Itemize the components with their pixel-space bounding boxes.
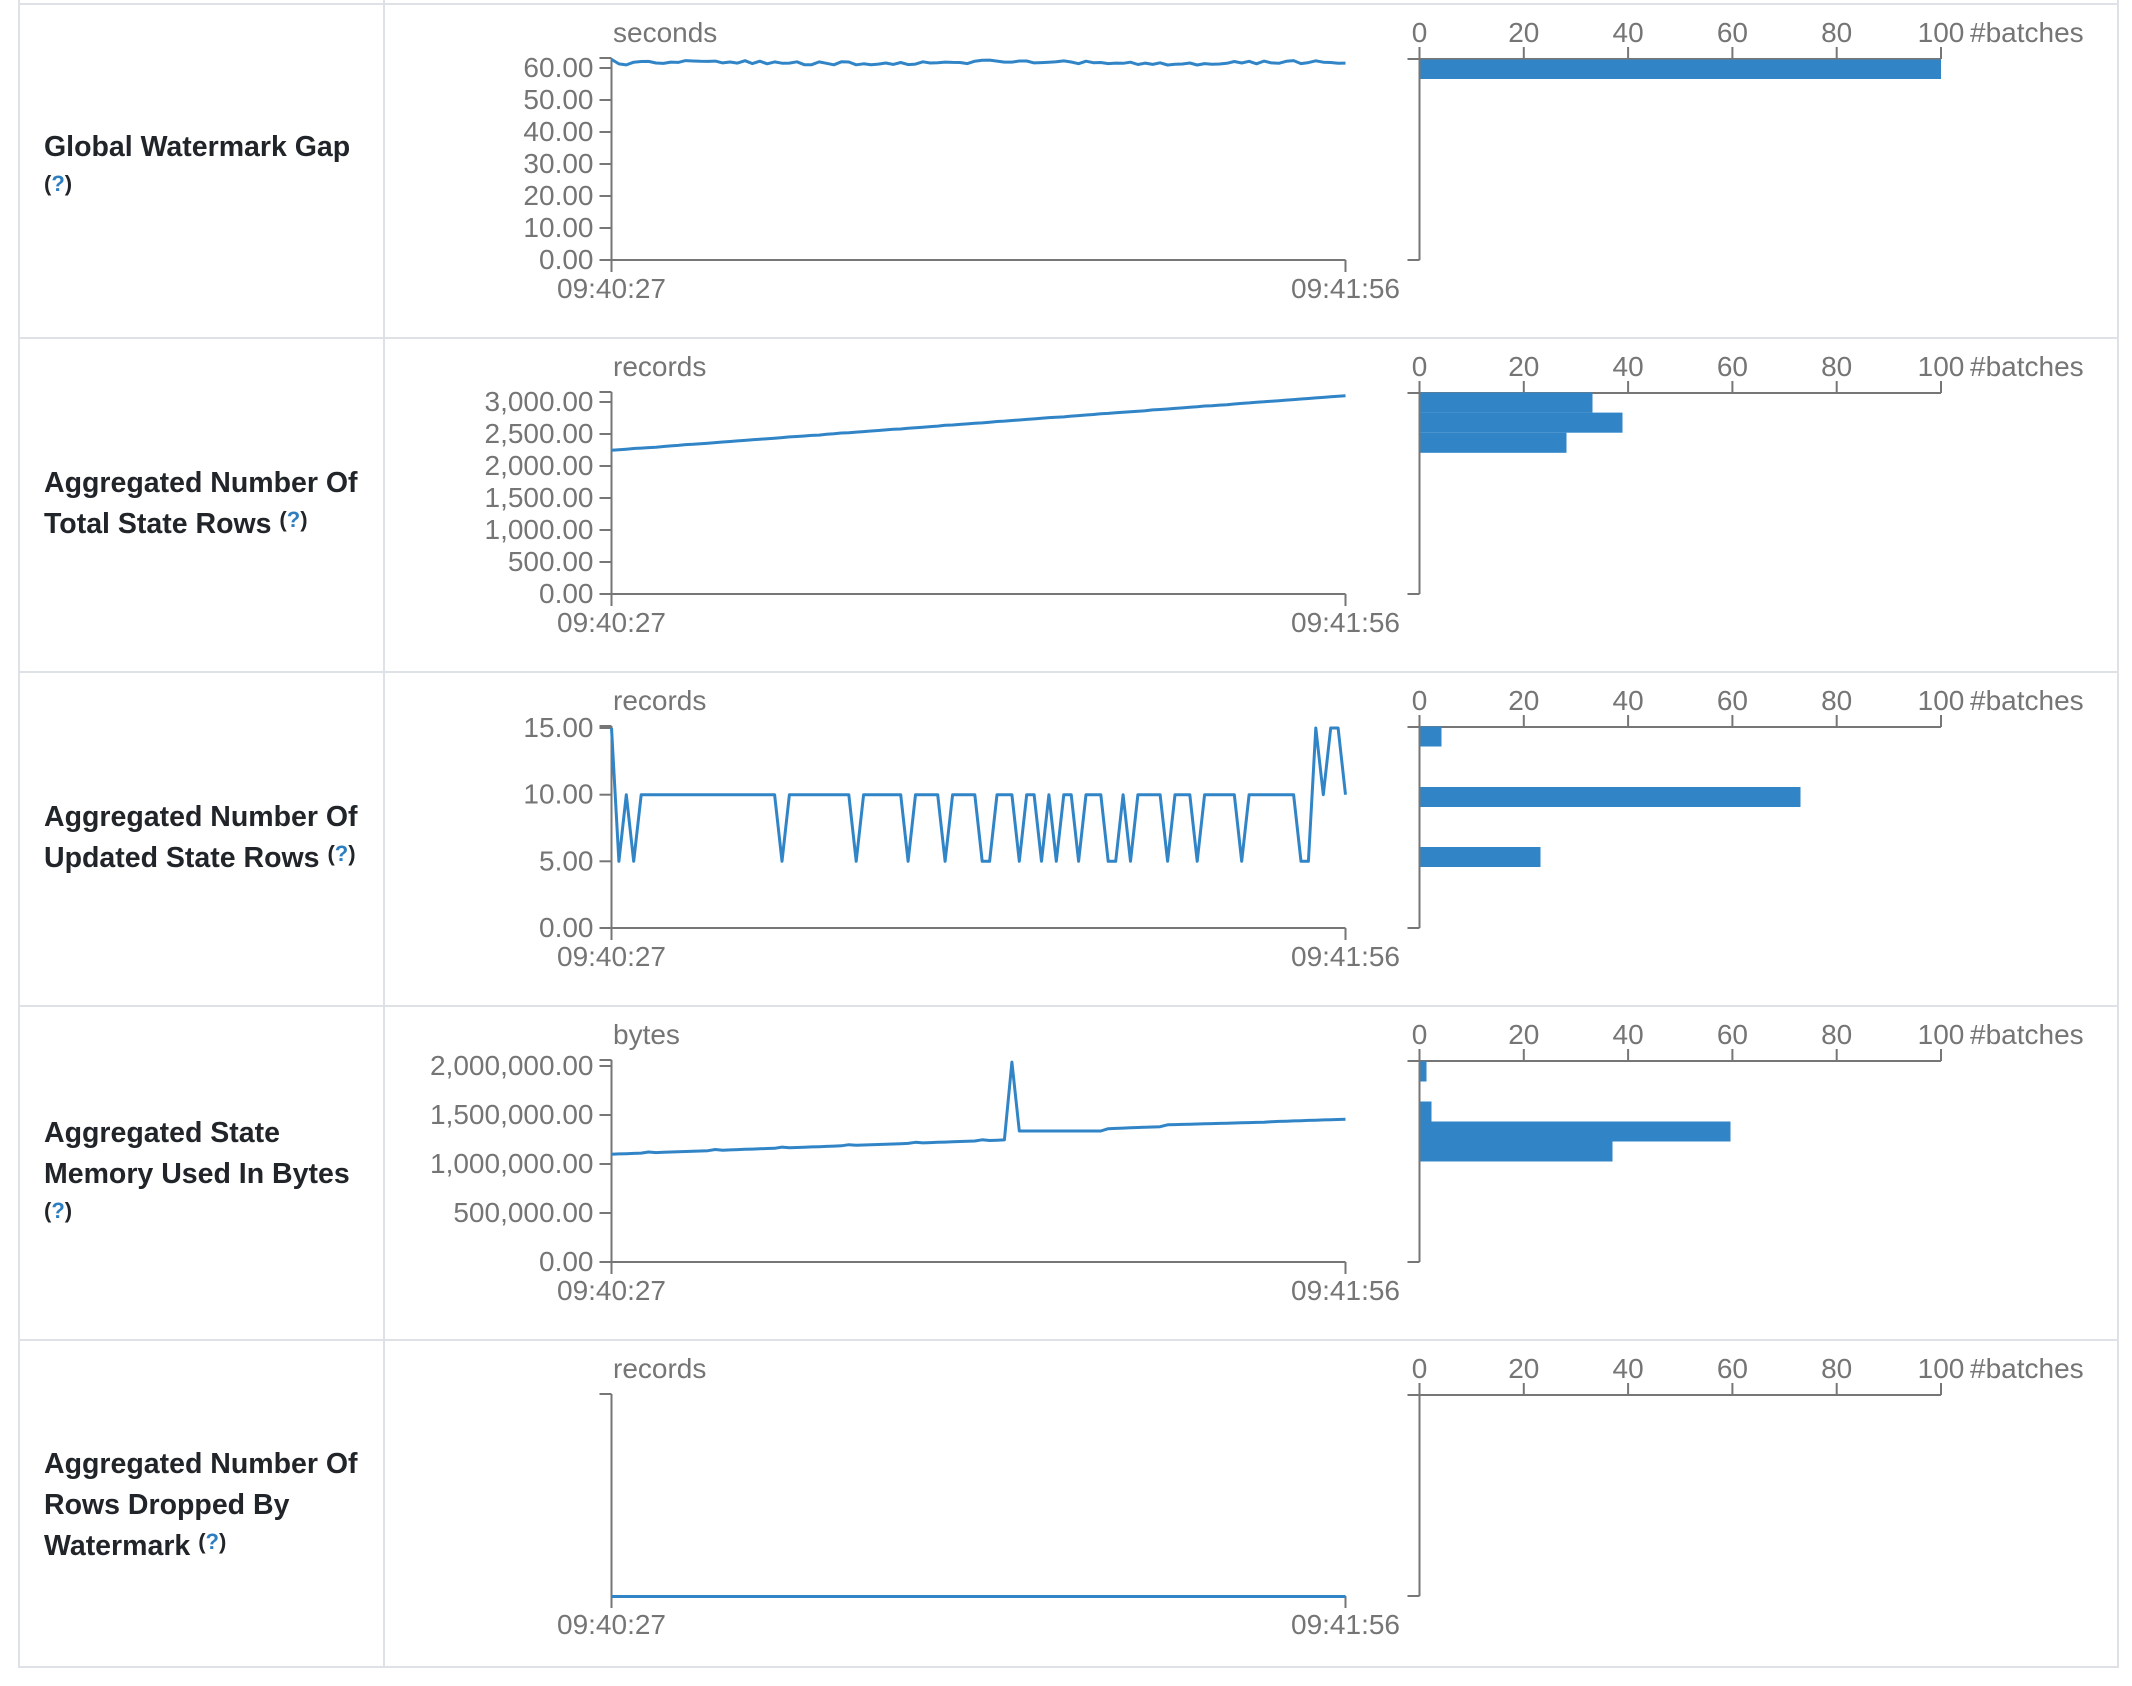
svg-text:20: 20 (1508, 351, 1539, 382)
svg-text:10.00: 10.00 (523, 212, 593, 243)
svg-text:records: records (613, 351, 706, 382)
svg-text:09:41:56: 09:41:56 (1291, 1609, 1400, 1640)
svg-text:60: 60 (1717, 351, 1748, 382)
svg-text:100: 100 (1918, 351, 1965, 382)
svg-text:bytes: bytes (613, 1019, 680, 1050)
svg-text:09:41:56: 09:41:56 (1291, 1275, 1400, 1306)
svg-text:20: 20 (1508, 1353, 1539, 1384)
svg-text:100: 100 (1918, 1019, 1965, 1050)
svg-text:1,000.00: 1,000.00 (485, 514, 594, 545)
svg-text:500.00: 500.00 (508, 546, 594, 577)
svg-text:09:40:27: 09:40:27 (557, 1275, 666, 1306)
svg-text:#batches: #batches (1970, 1353, 2084, 1384)
svg-text:#batches: #batches (1970, 1019, 2084, 1050)
svg-text:#batches: #batches (1970, 351, 2084, 382)
svg-text:0: 0 (1412, 685, 1428, 716)
svg-text:records: records (613, 1353, 706, 1384)
svg-text:40.00: 40.00 (523, 116, 593, 147)
svg-text:15.00: 15.00 (523, 712, 593, 743)
svg-text:80: 80 (1821, 1019, 1852, 1050)
svg-text:10.00: 10.00 (523, 779, 593, 810)
svg-text:2,000.00: 2,000.00 (485, 450, 594, 481)
svg-text:09:41:56: 09:41:56 (1291, 607, 1400, 638)
svg-text:80: 80 (1821, 17, 1852, 48)
svg-text:80: 80 (1821, 351, 1852, 382)
svg-text:09:40:27: 09:40:27 (557, 273, 666, 304)
svg-text:20: 20 (1508, 685, 1539, 716)
svg-text:20: 20 (1508, 17, 1539, 48)
svg-text:1,500.00: 1,500.00 (485, 482, 594, 513)
svg-text:100: 100 (1918, 1353, 1965, 1384)
svg-text:0.00: 0.00 (539, 578, 594, 609)
svg-text:60.00: 60.00 (523, 52, 593, 83)
svg-text:09:40:27: 09:40:27 (557, 607, 666, 638)
svg-text:60: 60 (1717, 685, 1748, 716)
svg-text:seconds: seconds (613, 17, 717, 48)
svg-text:50.00: 50.00 (523, 84, 593, 115)
svg-text:0.00: 0.00 (539, 1246, 594, 1277)
svg-text:09:40:27: 09:40:27 (557, 1609, 666, 1640)
svg-text:40: 40 (1613, 685, 1644, 716)
svg-text:500,000.00: 500,000.00 (453, 1197, 593, 1228)
svg-text:5.00: 5.00 (539, 845, 594, 876)
svg-text:0: 0 (1412, 1019, 1428, 1050)
svg-text:60: 60 (1717, 1019, 1748, 1050)
svg-text:0.00: 0.00 (539, 244, 594, 275)
svg-text:20.00: 20.00 (523, 180, 593, 211)
svg-text:0: 0 (1412, 351, 1428, 382)
svg-text:100: 100 (1918, 685, 1965, 716)
svg-text:40: 40 (1613, 17, 1644, 48)
svg-text:100: 100 (1918, 17, 1965, 48)
svg-text:1,000,000.00: 1,000,000.00 (430, 1148, 594, 1179)
svg-text:0: 0 (1412, 1353, 1428, 1384)
svg-text:60: 60 (1717, 1353, 1748, 1384)
svg-text:09:40:27: 09:40:27 (557, 941, 666, 972)
svg-text:09:41:56: 09:41:56 (1291, 941, 1400, 972)
svg-text:2,000,000.00: 2,000,000.00 (430, 1050, 594, 1081)
svg-text:3,000.00: 3,000.00 (485, 386, 594, 417)
svg-text:80: 80 (1821, 685, 1852, 716)
svg-text:2,500.00: 2,500.00 (485, 418, 594, 449)
svg-text:09:41:56: 09:41:56 (1291, 273, 1400, 304)
svg-text:40: 40 (1613, 351, 1644, 382)
svg-text:60: 60 (1717, 17, 1748, 48)
svg-text:20: 20 (1508, 1019, 1539, 1050)
svg-text:40: 40 (1613, 1019, 1644, 1050)
svg-text:0: 0 (1412, 17, 1428, 48)
svg-text:#batches: #batches (1970, 685, 2084, 716)
svg-text:80: 80 (1821, 1353, 1852, 1384)
svg-text:records: records (613, 685, 706, 716)
svg-text:30.00: 30.00 (523, 148, 593, 179)
svg-text:0.00: 0.00 (539, 912, 594, 943)
svg-text:#batches: #batches (1970, 17, 2084, 48)
svg-text:40: 40 (1613, 1353, 1644, 1384)
svg-text:1,500,000.00: 1,500,000.00 (430, 1099, 594, 1130)
